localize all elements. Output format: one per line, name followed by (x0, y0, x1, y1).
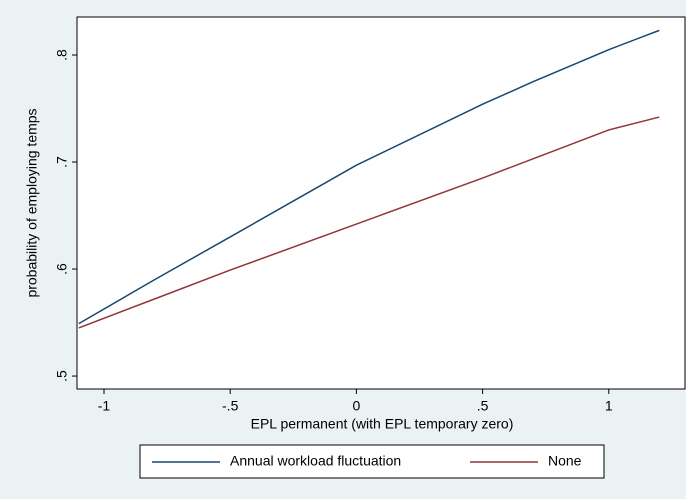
x-tick-label: -.5 (222, 398, 239, 414)
y-tick-label: .7 (54, 156, 70, 168)
x-tick-label: 0 (352, 398, 360, 414)
line (78, 29, 660, 325)
legend-label: Annual workload fluctuation (230, 453, 401, 469)
x-tick-label: 1 (605, 398, 613, 414)
y-axis-label: probability of employing temps (24, 108, 40, 297)
y-tick-label: .8 (54, 49, 70, 61)
x-axis-label: EPL permanent (with EPL temporary zero) (251, 416, 514, 432)
line (78, 116, 660, 329)
legend-label: None (548, 453, 582, 469)
x-tick-label: .5 (477, 398, 489, 414)
y-tick-label: .5 (54, 370, 70, 382)
plot-area (76, 16, 686, 390)
x-tick-label: -1 (98, 398, 111, 414)
y-tick-label: .6 (54, 263, 70, 275)
